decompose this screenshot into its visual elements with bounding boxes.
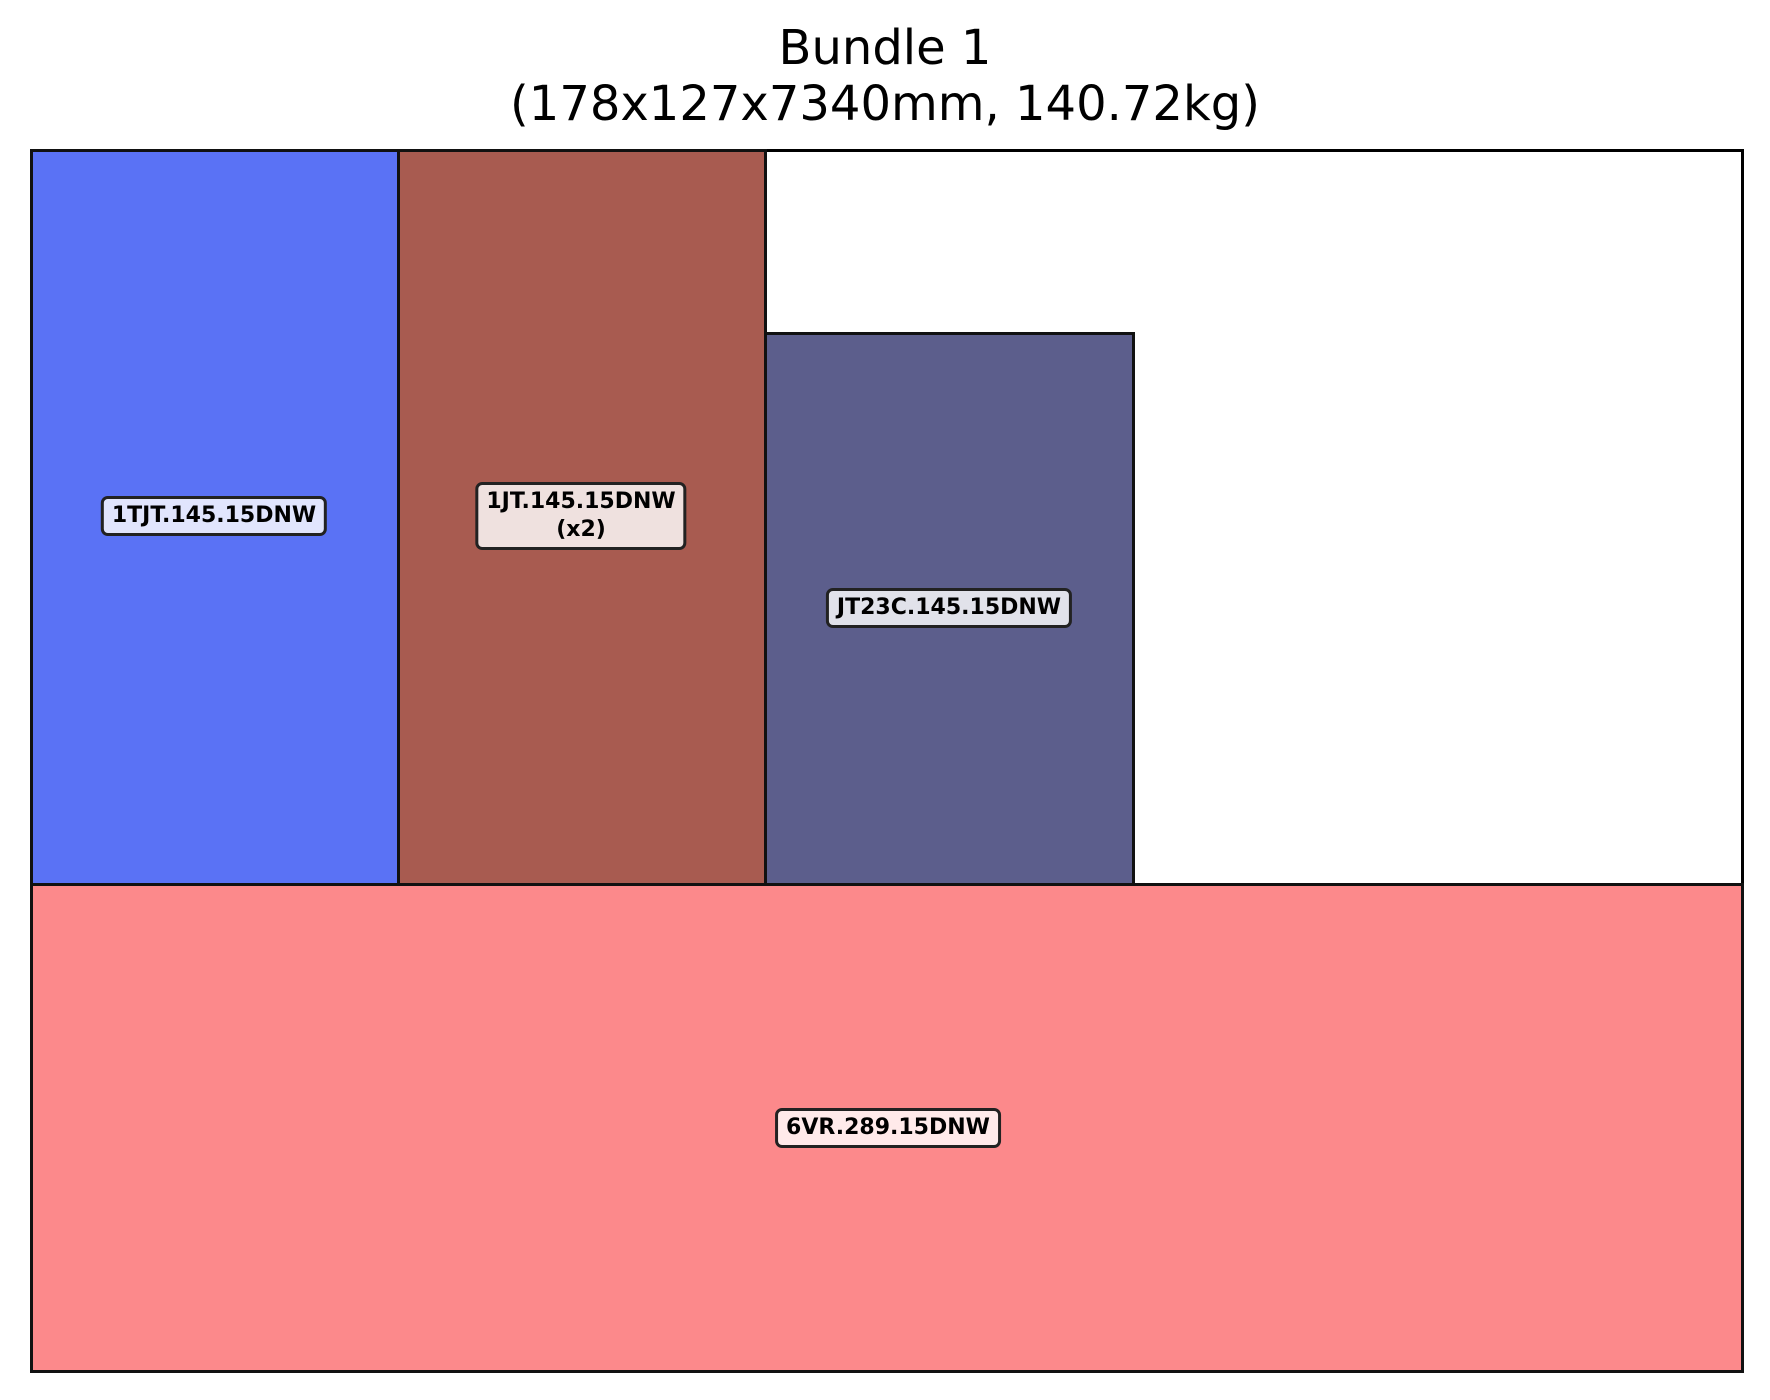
diagram-title: Bundle 1 (178x127x7340mm, 140.72kg) <box>0 20 1770 132</box>
title-line-2: (178x127x7340mm, 140.72kg) <box>510 76 1260 132</box>
piece-label-text: 1TJT.145.15DNW <box>111 503 317 528</box>
piece-label-text: 6VR.289.15DNW <box>786 1115 990 1140</box>
piece-label-text: 1JT.145.15DNW <box>486 489 676 514</box>
piece-label-1tjt: 1TJT.145.15DNW <box>100 496 328 536</box>
title-line-1: Bundle 1 <box>778 20 992 76</box>
piece-label-text: JT23C.145.15DNW <box>836 595 1062 620</box>
piece-label-1jt: 1JT.145.15DNW (x2) <box>475 482 687 550</box>
piece-label-6vr: 6VR.289.15DNW <box>775 1108 1001 1148</box>
piece-quantity: (x2) <box>556 517 606 542</box>
piece-label-jt23c: JT23C.145.15DNW <box>825 588 1073 628</box>
